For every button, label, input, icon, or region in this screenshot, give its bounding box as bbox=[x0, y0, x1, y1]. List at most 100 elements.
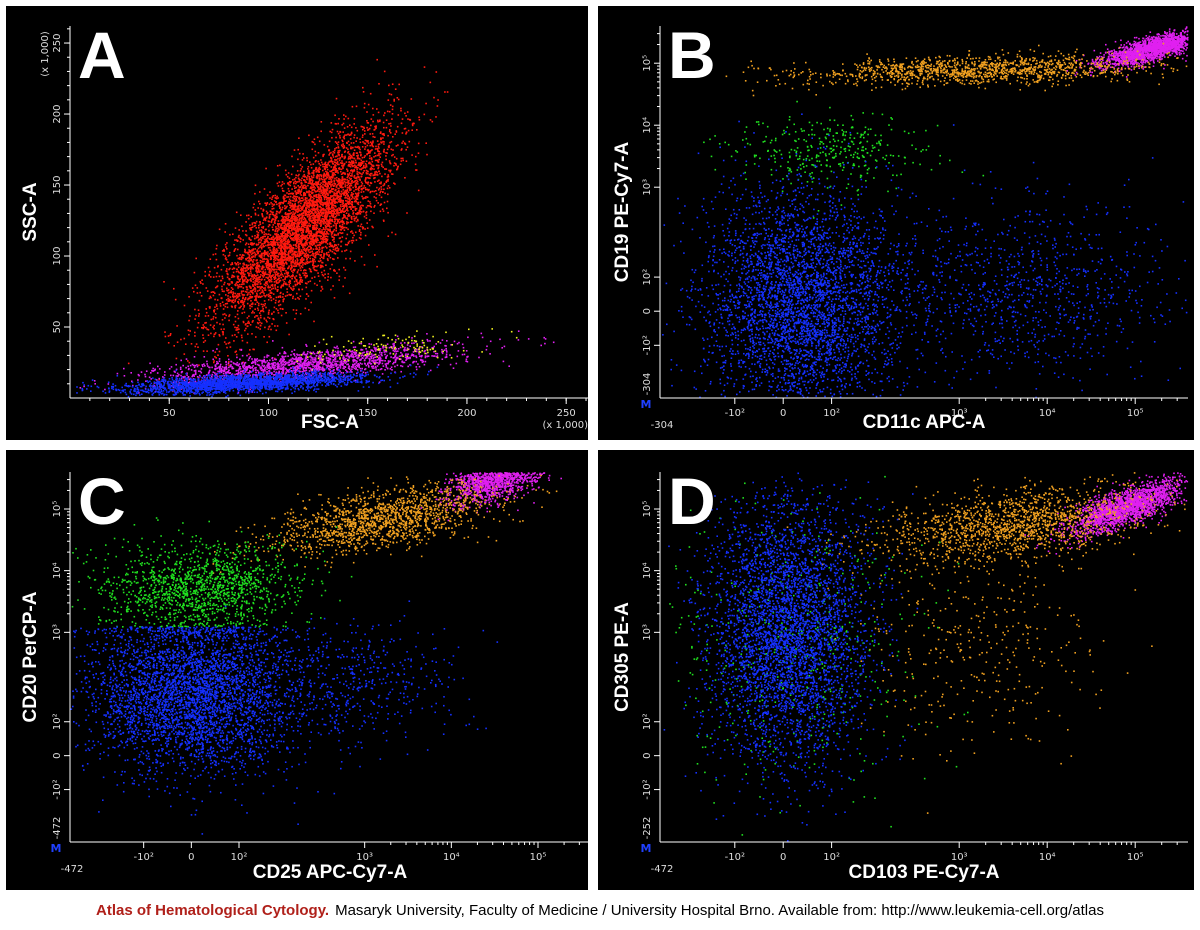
data-point bbox=[221, 250, 224, 252]
data-point bbox=[232, 296, 235, 299]
data-point bbox=[343, 145, 345, 147]
data-point bbox=[334, 174, 336, 176]
data-point bbox=[252, 310, 254, 313]
data-point bbox=[281, 251, 283, 254]
data-point bbox=[296, 261, 299, 263]
data-point bbox=[379, 132, 382, 134]
data-point bbox=[311, 181, 314, 183]
data-point bbox=[373, 196, 376, 198]
data-point bbox=[288, 231, 291, 234]
data-point bbox=[188, 319, 190, 322]
data-point bbox=[329, 196, 332, 199]
data-point bbox=[275, 271, 277, 274]
data-point bbox=[277, 233, 280, 236]
data-point bbox=[358, 230, 361, 232]
data-point bbox=[228, 315, 230, 318]
data-point bbox=[311, 277, 313, 279]
data-point bbox=[369, 144, 371, 147]
data-point bbox=[262, 226, 265, 228]
data-point bbox=[329, 249, 331, 251]
data-point bbox=[403, 128, 406, 130]
data-point bbox=[341, 154, 343, 156]
data-point bbox=[344, 216, 346, 218]
data-point bbox=[309, 257, 312, 260]
data-point bbox=[334, 247, 337, 249]
data-point bbox=[384, 192, 386, 195]
data-point bbox=[260, 303, 263, 306]
data-point bbox=[354, 209, 357, 211]
data-point bbox=[343, 207, 345, 210]
data-point bbox=[273, 215, 276, 217]
data-point bbox=[342, 208, 344, 210]
data-point bbox=[284, 275, 287, 278]
data-point bbox=[207, 334, 210, 336]
data-point bbox=[262, 310, 265, 313]
data-point bbox=[267, 268, 269, 271]
data-point bbox=[382, 137, 384, 139]
data-point bbox=[283, 198, 285, 200]
data-point bbox=[266, 203, 268, 205]
data-point bbox=[295, 181, 298, 183]
data-point bbox=[314, 245, 317, 247]
data-point bbox=[281, 181, 284, 183]
data-point bbox=[334, 189, 337, 192]
data-point bbox=[231, 268, 234, 270]
data-point bbox=[246, 214, 248, 217]
data-point bbox=[415, 169, 418, 171]
data-point bbox=[287, 234, 290, 237]
data-point bbox=[212, 291, 214, 293]
data-point bbox=[304, 249, 306, 251]
data-point bbox=[285, 270, 287, 272]
data-point bbox=[339, 135, 341, 137]
data-point bbox=[263, 255, 265, 257]
data-point bbox=[317, 275, 320, 277]
data-point bbox=[345, 209, 348, 211]
data-point bbox=[341, 139, 343, 142]
data-point bbox=[374, 155, 377, 157]
data-point bbox=[386, 176, 389, 178]
data-point bbox=[320, 223, 322, 226]
data-point bbox=[329, 218, 331, 220]
data-point bbox=[385, 126, 388, 129]
data-point bbox=[358, 162, 360, 164]
data-point bbox=[345, 257, 347, 260]
data-point bbox=[351, 173, 353, 175]
data-point bbox=[303, 234, 305, 237]
data-point bbox=[310, 301, 312, 304]
data-point bbox=[317, 194, 319, 196]
data-point bbox=[291, 215, 293, 217]
data-point bbox=[221, 319, 224, 321]
data-point bbox=[277, 225, 280, 228]
data-point bbox=[217, 354, 219, 356]
data-point bbox=[319, 188, 322, 190]
data-point bbox=[257, 252, 259, 255]
data-point bbox=[268, 217, 271, 219]
data-point bbox=[360, 125, 363, 128]
data-point bbox=[367, 128, 370, 131]
data-point bbox=[378, 150, 381, 153]
data-point bbox=[253, 288, 255, 290]
data-point bbox=[303, 187, 305, 189]
data-point bbox=[321, 208, 324, 211]
data-point bbox=[257, 214, 260, 217]
data-point bbox=[267, 273, 269, 276]
data-point bbox=[231, 274, 234, 277]
data-point bbox=[210, 318, 213, 321]
data-point bbox=[308, 191, 310, 194]
data-point bbox=[399, 163, 402, 166]
data-point bbox=[335, 147, 338, 149]
data-point bbox=[221, 288, 223, 291]
data-point bbox=[300, 179, 303, 182]
data-point bbox=[330, 131, 333, 134]
data-point bbox=[197, 322, 200, 324]
data-point bbox=[262, 246, 264, 248]
data-point bbox=[223, 290, 225, 293]
data-point bbox=[199, 291, 201, 294]
data-point bbox=[331, 137, 333, 139]
data-point bbox=[308, 173, 311, 175]
data-point bbox=[329, 177, 331, 180]
data-point bbox=[386, 187, 389, 190]
data-point bbox=[306, 207, 308, 209]
data-point bbox=[228, 254, 231, 256]
data-point bbox=[319, 183, 321, 186]
